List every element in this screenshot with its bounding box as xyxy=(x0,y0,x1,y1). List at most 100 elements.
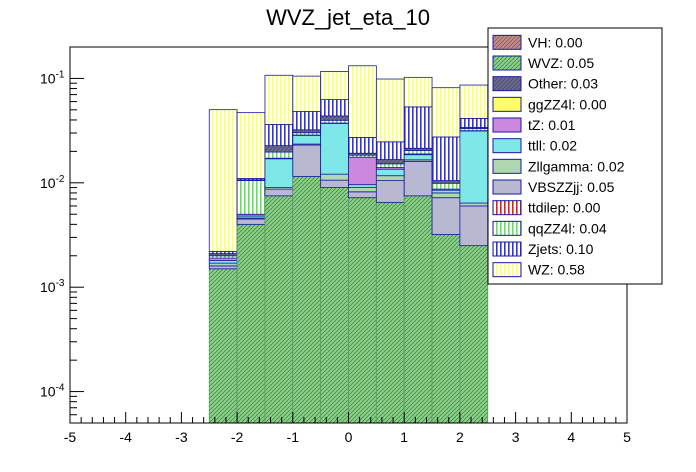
legend-swatch-wvz xyxy=(492,55,522,71)
bar-qqzz4l-bin-3 xyxy=(264,151,294,159)
bar-wvz-bin-10 xyxy=(459,245,489,424)
x-tick-label: 2 xyxy=(456,429,464,445)
bar-ttll-bin-10 xyxy=(459,130,489,204)
legend-label-vh: VH: 0.00 xyxy=(528,34,583,50)
legend-label-ttdilep: ttdilep: 0.00 xyxy=(528,200,601,216)
bar-ttll-bin-7 xyxy=(375,168,405,177)
bar-wz-bin-8 xyxy=(403,76,433,108)
bar-wz-bin-10 xyxy=(459,84,489,119)
legend: VH: 0.00 WVZ: 0.05 Other: 0.03 ggZZ4l: 0.00… xyxy=(487,27,663,285)
legend-label-wz: WZ: 0.58 xyxy=(528,262,585,278)
legend-swatch-other xyxy=(492,76,522,92)
legend-swatch-qqzz4l xyxy=(492,220,522,236)
bar-ttll-bin-5 xyxy=(320,122,349,175)
bar-ttll-bin-6 xyxy=(348,184,377,188)
bar-other-bin-3 xyxy=(264,145,294,153)
bar-wz-bin-2 xyxy=(236,112,266,179)
bar-vbszzjj-bin-2 xyxy=(236,218,266,225)
bar-wz-bin-9 xyxy=(431,87,461,138)
x-tick-label: -4 xyxy=(119,429,132,445)
bar-ttll-bin-3 xyxy=(264,158,294,188)
x-tick-label: -2 xyxy=(231,429,244,445)
y-tick-label: 10-3 xyxy=(40,278,65,295)
legend-label-wvz: WVZ: 0.05 xyxy=(528,55,594,71)
bar-zjets-bin-6 xyxy=(348,137,377,154)
x-tick-label: 0 xyxy=(345,429,353,445)
bar-wz-bin-3 xyxy=(264,74,294,125)
bar-ttll-bin-8 xyxy=(403,154,433,161)
legend-box xyxy=(487,27,663,285)
bar-wvz-bin-2 xyxy=(236,223,266,424)
histogram-bars xyxy=(208,65,489,424)
bar-vbszzjj-bin-3 xyxy=(264,188,294,197)
legend-label-qqzz4l: qqZZ4l: 0.04 xyxy=(528,220,607,236)
bar-wvz-bin-5 xyxy=(320,187,349,424)
bar-ttll-bin-4 xyxy=(292,134,322,145)
bar-tz-bin-6 xyxy=(348,156,377,186)
bar-vbszzjj-bin-9 xyxy=(431,197,461,235)
x-tick-label: 4 xyxy=(567,429,575,445)
bar-wz-bin-5 xyxy=(320,71,349,100)
bar-wz-bin-4 xyxy=(292,75,322,112)
bar-wz-bin-6 xyxy=(348,65,377,138)
bar-vbszzjj-bin-4 xyxy=(292,144,322,177)
bar-zllgamma-bin-5 xyxy=(320,173,349,181)
bar-zjets-bin-5 xyxy=(320,99,349,117)
bar-vbszzjj-bin-10 xyxy=(459,205,489,247)
chart-title: WVZ_jet_eta_10 xyxy=(266,5,430,30)
bar-vbszzjj-bin-5 xyxy=(320,179,349,188)
bar-zllgamma-bin-7 xyxy=(375,175,405,181)
legend-label-ggzz4l: ggZZ4l: 0.00 xyxy=(528,96,607,112)
x-tick-label: -3 xyxy=(175,429,188,445)
bar-other-bin-4 xyxy=(292,129,322,134)
legend-label-zllgamma: Zllgamma: 0.02 xyxy=(528,158,625,174)
bar-zllgamma-bin-9 xyxy=(431,192,461,199)
bar-wz-bin-7 xyxy=(375,78,405,143)
bar-zllgamma-bin-6 xyxy=(348,187,377,193)
bar-wvz-bin-4 xyxy=(292,176,322,424)
y-tick-label: 10-2 xyxy=(40,174,65,191)
bar-zjets-bin-3 xyxy=(264,124,294,147)
legend-swatch-wz xyxy=(492,262,522,278)
bar-qqzz4l-bin-7 xyxy=(375,163,405,168)
legend-label-ttll: ttll: 0.02 xyxy=(528,138,577,154)
legend-swatch-vbszzjj xyxy=(492,179,522,195)
legend-swatch-ggzz4l xyxy=(492,96,522,112)
bar-other-bin-5 xyxy=(320,115,349,121)
legend-swatch-ttll xyxy=(492,138,522,154)
x-tick-label: 5 xyxy=(623,429,631,445)
bar-wvz-bin-7 xyxy=(375,201,405,424)
bar-wvz-bin-6 xyxy=(348,197,377,424)
x-tick-label: -5 xyxy=(64,429,77,445)
y-tick-label: 10-4 xyxy=(40,383,65,400)
bar-vbszzjj-bin-6 xyxy=(348,191,377,199)
legend-swatch-zjets xyxy=(492,241,522,257)
legend-label-zjets: Zjets: 0.10 xyxy=(528,241,594,257)
x-tick-label: -1 xyxy=(287,429,300,445)
legend-swatch-zllgamma xyxy=(492,158,522,174)
bar-zjets-bin-9 xyxy=(431,136,461,181)
bar-wvz-bin-3 xyxy=(264,195,294,424)
bar-vbszzjj-bin-8 xyxy=(403,161,433,197)
bar-qqzz4l-bin-5 xyxy=(320,119,349,124)
legend-swatch-tz xyxy=(492,117,522,133)
bar-vbszzjj-bin-7 xyxy=(375,180,405,203)
bar-zjets-bin-8 xyxy=(403,106,433,149)
bar-qqzz4l-bin-2 xyxy=(236,180,266,215)
bar-other-bin-9 xyxy=(431,180,461,184)
bar-zjets-bin-7 xyxy=(375,141,405,160)
bar-zllgamma-bin-1 xyxy=(208,262,238,267)
bar-wvz-bin-1 xyxy=(208,268,238,424)
bar-qqzz4l-bin-8 xyxy=(403,150,433,155)
x-tick-label: 1 xyxy=(400,429,408,445)
bar-zjets-bin-10 xyxy=(459,118,489,128)
bar-zllgamma-bin-10 xyxy=(459,202,489,207)
x-tick-label: 3 xyxy=(512,429,520,445)
bar-wvz-bin-9 xyxy=(431,234,461,424)
legend-swatch-vh xyxy=(492,34,522,50)
legend-swatch-ttdilep xyxy=(492,200,522,216)
bar-vbszzjj-bin-1 xyxy=(208,265,238,270)
bar-wvz-bin-8 xyxy=(403,195,433,424)
bar-ttll-bin-9 xyxy=(431,189,461,194)
